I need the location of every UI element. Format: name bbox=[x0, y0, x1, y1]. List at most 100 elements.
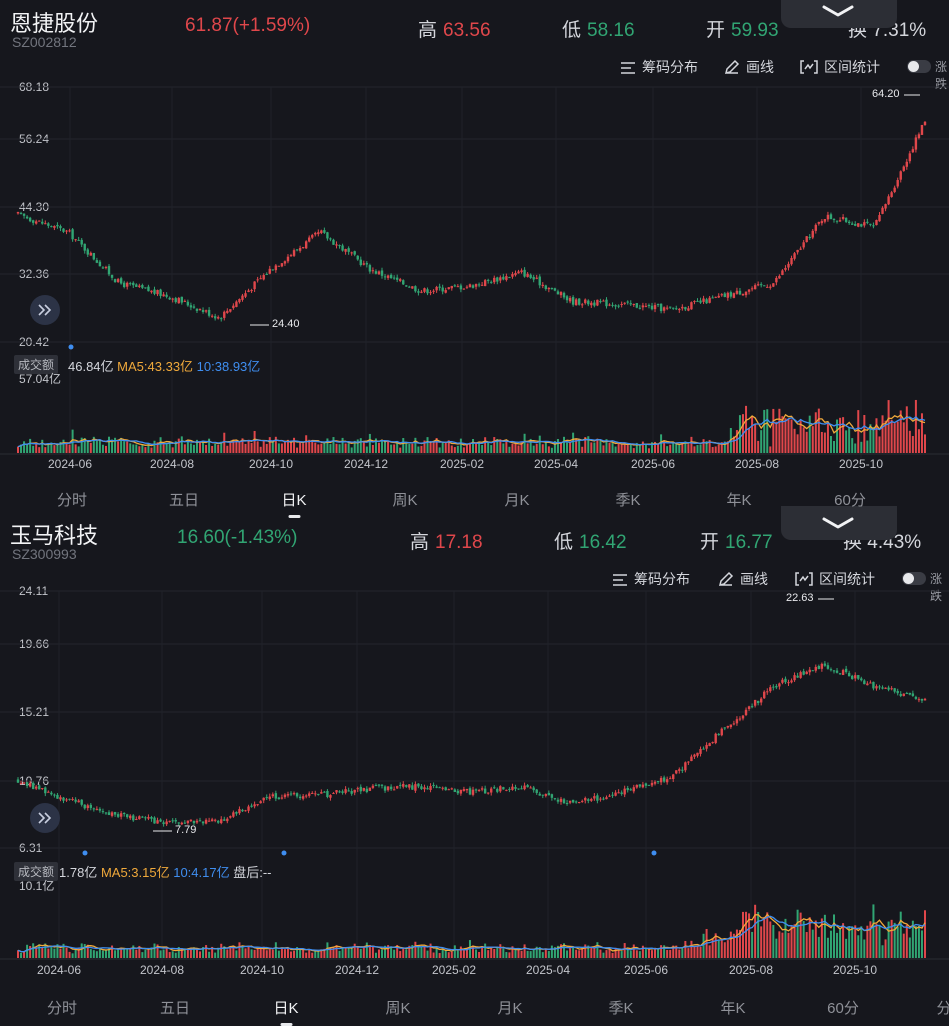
tab-period[interactable]: 五日 bbox=[168, 492, 200, 509]
tab-period[interactable]: 分时 bbox=[56, 492, 88, 509]
expand-sidebar-button[interactable] bbox=[30, 295, 60, 325]
volume-bar bbox=[393, 444, 396, 453]
volume-bar bbox=[757, 911, 760, 958]
chip-distribution-button[interactable]: 筹码分布 bbox=[620, 57, 698, 77]
range-statistics-button[interactable]: 区间统计 bbox=[795, 569, 875, 589]
candle bbox=[641, 302, 645, 311]
candlestick-chart[interactable] bbox=[0, 512, 949, 1024]
volume-indicator-tag[interactable]: 成交额 bbox=[14, 355, 59, 374]
candle bbox=[122, 280, 126, 289]
volume-bar bbox=[277, 950, 280, 958]
volume-bar bbox=[745, 911, 748, 958]
candle bbox=[38, 220, 41, 222]
expand-sidebar-button[interactable] bbox=[30, 803, 60, 833]
event-dot[interactable] bbox=[281, 850, 287, 856]
volume-indicator-tag[interactable]: 成交额 bbox=[14, 862, 59, 881]
tab-period[interactable]: 分时 bbox=[46, 1000, 78, 1017]
volume-bar bbox=[156, 442, 159, 453]
draw-line-button[interactable]: 画线 bbox=[718, 569, 768, 589]
volume-bar bbox=[332, 947, 335, 958]
candle bbox=[732, 720, 736, 726]
tab-period[interactable]: 月K bbox=[497, 1000, 523, 1017]
chip-distribution-button[interactable]: 筹码分布 bbox=[612, 569, 690, 589]
tab-period[interactable]: 年K bbox=[726, 492, 752, 509]
tab-period[interactable]: 分 bbox=[936, 1000, 949, 1017]
volume-bar bbox=[65, 442, 68, 453]
volume-bar bbox=[805, 431, 808, 453]
event-dot[interactable] bbox=[82, 850, 88, 856]
tab-period[interactable]: 60分 bbox=[827, 1000, 859, 1017]
volume-bar bbox=[162, 949, 165, 958]
rise-fall-toggle[interactable] bbox=[902, 572, 926, 585]
volume-bar bbox=[53, 948, 56, 958]
volume-bar bbox=[393, 949, 396, 958]
candle bbox=[399, 782, 402, 789]
candle bbox=[826, 662, 830, 670]
candlestick-chart[interactable] bbox=[0, 0, 949, 512]
range-statistics-button[interactable]: 区间统计 bbox=[800, 57, 880, 77]
event-dot[interactable] bbox=[651, 850, 657, 856]
candle bbox=[129, 281, 132, 286]
candle bbox=[456, 788, 460, 796]
volume-bar bbox=[811, 426, 814, 453]
tab-period[interactable]: 周K bbox=[385, 1000, 411, 1017]
volume-bar bbox=[475, 949, 478, 958]
volume-bar bbox=[44, 447, 47, 453]
volume-chart[interactable] bbox=[0, 0, 949, 512]
volume-bar bbox=[875, 923, 878, 958]
candle bbox=[638, 304, 642, 310]
volume-bar bbox=[647, 448, 650, 453]
candle bbox=[778, 682, 781, 690]
stock-name[interactable]: 恩捷股份 bbox=[10, 11, 99, 36]
candle bbox=[353, 789, 356, 796]
stock-panel-1: 恩捷股份 SZ002812 61.87(+1.59%) 高 63.56 低 58.1… bbox=[0, 0, 949, 512]
volume-bar bbox=[271, 949, 274, 958]
candle bbox=[271, 792, 275, 799]
candle bbox=[226, 817, 229, 824]
volume-bar bbox=[220, 441, 223, 453]
candle bbox=[838, 217, 842, 222]
stock-name[interactable]: 玉马科技 bbox=[10, 523, 99, 548]
volume-bar bbox=[208, 951, 211, 958]
tab-period[interactable]: 60分 bbox=[834, 492, 866, 509]
collapse-header-button[interactable] bbox=[781, 506, 897, 540]
tab-period[interactable]: 五日 bbox=[159, 1000, 191, 1017]
volume-bar bbox=[520, 441, 523, 453]
volume-bar bbox=[711, 447, 714, 453]
volume-bar bbox=[572, 432, 575, 453]
candle bbox=[644, 782, 648, 789]
collapse-header-button[interactable] bbox=[781, 0, 897, 28]
candle bbox=[635, 302, 639, 309]
volume-bar bbox=[696, 445, 699, 453]
volume-bar bbox=[887, 921, 890, 958]
candle bbox=[611, 791, 614, 798]
tab-period[interactable]: 月K bbox=[504, 492, 530, 509]
event-dot[interactable] bbox=[68, 344, 74, 350]
tab-period[interactable]: 季K bbox=[615, 492, 641, 509]
candle bbox=[56, 793, 59, 799]
draw-line-button[interactable]: 画线 bbox=[724, 57, 774, 77]
volume-bar bbox=[390, 444, 393, 453]
volume-bar bbox=[890, 419, 893, 453]
candle bbox=[541, 794, 544, 799]
rise-fall-toggle[interactable] bbox=[907, 60, 931, 73]
tab-period[interactable]: 周K bbox=[392, 492, 418, 509]
candle bbox=[295, 249, 299, 252]
volume-bar bbox=[268, 948, 271, 958]
ma10-value: 10:38.93亿 bbox=[196, 359, 261, 374]
tab-period[interactable]: 年K bbox=[720, 1000, 746, 1017]
tab-period[interactable]: 季K bbox=[608, 1000, 634, 1017]
candle bbox=[95, 257, 99, 264]
candle bbox=[223, 310, 226, 321]
tab-period[interactable]: 日K bbox=[273, 997, 299, 1026]
volume-chart[interactable] bbox=[0, 512, 949, 1024]
list-icon bbox=[613, 574, 627, 586]
volume-axis-max: 10.1亿 bbox=[19, 879, 55, 893]
volume-bar bbox=[247, 439, 250, 453]
volume-bar bbox=[183, 948, 186, 958]
candle bbox=[138, 815, 141, 820]
candle bbox=[614, 790, 617, 797]
volume-bar bbox=[153, 440, 156, 453]
tab-period[interactable]: 日K bbox=[281, 489, 307, 518]
volume-bar bbox=[159, 437, 162, 453]
